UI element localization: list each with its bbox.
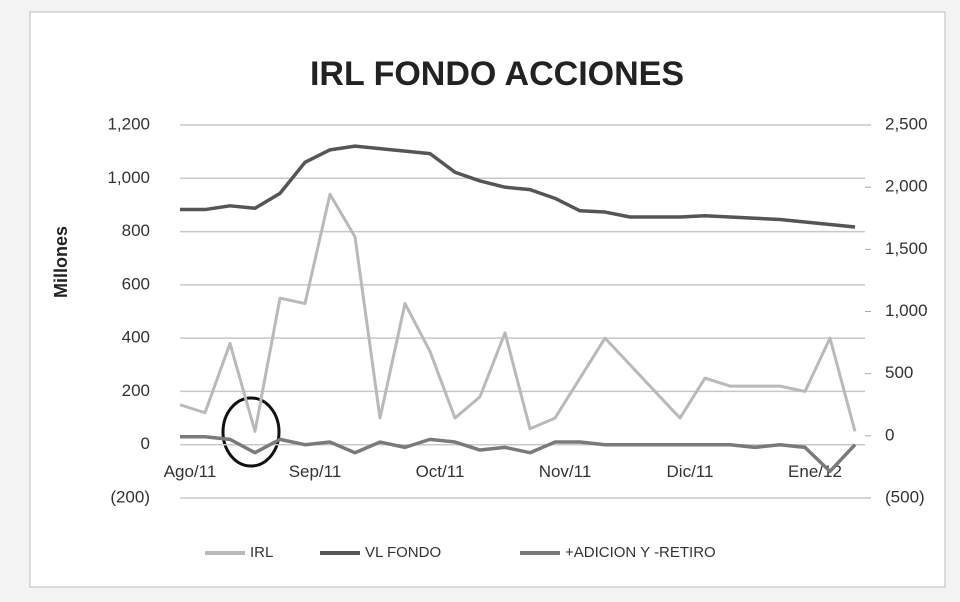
y2-tick-label: 1,500 bbox=[885, 239, 928, 258]
y-tick-label: 200 bbox=[122, 381, 150, 400]
x-tick-label: Sep/11 bbox=[289, 462, 342, 481]
series-line bbox=[179, 192, 857, 433]
y2-tick-label: 500 bbox=[885, 363, 913, 382]
legend-label: +ADICION Y -RETIRO bbox=[565, 544, 716, 561]
x-tick-label: Dic/11 bbox=[667, 462, 714, 481]
chart-title: IRL FONDO ACCIONES bbox=[310, 55, 684, 93]
x-tick-label: Nov/11 bbox=[539, 462, 592, 481]
y2-tick-label: (500) bbox=[885, 487, 925, 506]
y2-tick-label: 2,000 bbox=[885, 177, 928, 196]
x-tick-label: Ene/12 bbox=[788, 462, 842, 481]
legend-label: IRL bbox=[250, 544, 273, 561]
y-tick-label: 400 bbox=[122, 328, 150, 347]
chart-frame bbox=[29, 11, 946, 588]
x-tick-label: Ago/11 bbox=[164, 462, 217, 481]
y-axis-label: Millones bbox=[51, 226, 71, 298]
highlight-circle bbox=[221, 396, 281, 468]
series-line bbox=[180, 434, 857, 474]
y-tick-label: (200) bbox=[110, 487, 150, 506]
x-tick-label: Oct/11 bbox=[416, 462, 465, 481]
y-tick-label: 1,200 bbox=[107, 114, 150, 133]
y-tick-label: 800 bbox=[122, 221, 150, 240]
y-tick-label: 0 bbox=[141, 434, 150, 453]
y2-tick-label: 1,000 bbox=[885, 301, 928, 320]
series-line bbox=[180, 144, 856, 229]
y-tick-label: 600 bbox=[122, 274, 150, 293]
legend-label: VL FONDO bbox=[365, 544, 441, 561]
y2-tick-label: 0 bbox=[885, 425, 894, 444]
y-tick-label: 1,000 bbox=[107, 168, 150, 187]
y2-tick-label: 2,500 bbox=[885, 114, 928, 133]
